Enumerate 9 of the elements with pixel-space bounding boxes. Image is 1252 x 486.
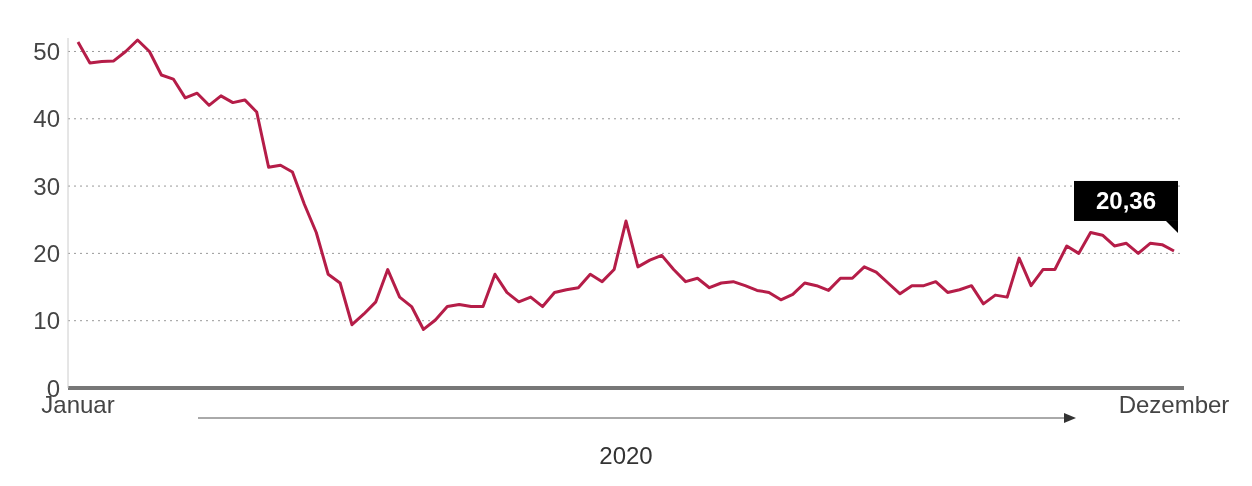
line-series (76, 38, 1176, 331)
y-tick-label: 30 (33, 172, 60, 200)
y-tick-label: 50 (33, 37, 60, 65)
x-axis-title: 2020 (599, 442, 653, 469)
y-tick-label: 40 (33, 105, 60, 133)
y-tick-label: 20 (33, 239, 60, 267)
x-tick-label: Dezember (1118, 391, 1230, 419)
y-tick-label: 10 (33, 307, 60, 335)
annotation: 20,36 (1095, 186, 1157, 214)
